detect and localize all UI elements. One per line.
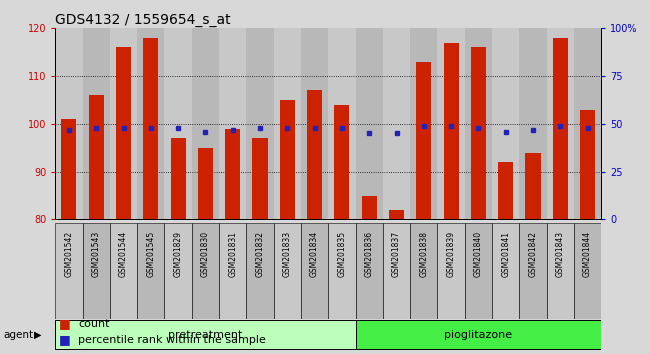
- Text: GSM201543: GSM201543: [92, 231, 101, 277]
- Bar: [307, 91, 322, 219]
- Text: GSM201837: GSM201837: [392, 231, 401, 277]
- Bar: [61, 119, 77, 219]
- Bar: [356, 28, 383, 219]
- Bar: [574, 28, 601, 219]
- Bar: [465, 28, 492, 219]
- Bar: [143, 38, 159, 219]
- Bar: [83, 28, 110, 219]
- Bar: [55, 223, 83, 319]
- Bar: [492, 28, 519, 219]
- Bar: [334, 105, 350, 219]
- Bar: [137, 28, 164, 219]
- Text: GSM201835: GSM201835: [337, 231, 346, 277]
- Bar: [383, 28, 410, 219]
- Text: pioglitazone: pioglitazone: [445, 330, 512, 339]
- Text: GSM201832: GSM201832: [255, 231, 265, 277]
- Text: GSM201544: GSM201544: [119, 231, 128, 277]
- Bar: [110, 223, 137, 319]
- Bar: [198, 148, 213, 219]
- Bar: [492, 223, 519, 319]
- Bar: [170, 138, 186, 219]
- Bar: [83, 223, 110, 319]
- Text: GSM201834: GSM201834: [310, 231, 319, 277]
- Bar: [574, 223, 601, 319]
- Bar: [88, 95, 104, 219]
- Bar: [137, 223, 164, 319]
- Text: count: count: [78, 319, 109, 329]
- Bar: [389, 210, 404, 219]
- Text: GDS4132 / 1559654_s_at: GDS4132 / 1559654_s_at: [55, 13, 231, 27]
- Bar: [246, 223, 274, 319]
- Text: ■: ■: [58, 318, 70, 330]
- Text: GSM201841: GSM201841: [501, 231, 510, 277]
- Bar: [552, 38, 568, 219]
- Bar: [225, 129, 240, 219]
- Bar: [328, 28, 356, 219]
- Bar: [383, 223, 410, 319]
- Bar: [356, 320, 601, 349]
- Bar: [116, 47, 131, 219]
- Bar: [192, 28, 219, 219]
- Bar: [580, 110, 595, 219]
- Bar: [437, 223, 465, 319]
- Bar: [465, 223, 492, 319]
- Bar: [498, 162, 514, 219]
- Bar: [471, 47, 486, 219]
- Bar: [301, 28, 328, 219]
- Text: pretreatment: pretreatment: [168, 330, 242, 339]
- Text: GSM201831: GSM201831: [228, 231, 237, 277]
- Bar: [55, 28, 83, 219]
- Bar: [219, 223, 246, 319]
- Bar: [274, 28, 301, 219]
- Bar: [416, 62, 432, 219]
- Bar: [55, 320, 356, 349]
- Bar: [274, 223, 301, 319]
- Bar: [519, 28, 547, 219]
- Text: GSM201842: GSM201842: [528, 231, 538, 277]
- Text: GSM201838: GSM201838: [419, 231, 428, 277]
- Text: agent: agent: [3, 330, 33, 339]
- Text: GSM201542: GSM201542: [64, 231, 73, 277]
- Bar: [301, 223, 328, 319]
- Text: GSM201839: GSM201839: [447, 231, 456, 277]
- Bar: [547, 28, 574, 219]
- Text: GSM201836: GSM201836: [365, 231, 374, 277]
- Text: GSM201830: GSM201830: [201, 231, 210, 277]
- Text: GSM201829: GSM201829: [174, 231, 183, 277]
- Bar: [437, 28, 465, 219]
- Bar: [164, 28, 192, 219]
- Bar: [547, 223, 574, 319]
- Bar: [280, 100, 295, 219]
- Bar: [410, 223, 437, 319]
- Bar: [192, 223, 219, 319]
- Bar: [519, 223, 547, 319]
- Text: ■: ■: [58, 333, 70, 346]
- Text: GSM201844: GSM201844: [583, 231, 592, 277]
- Text: GSM201833: GSM201833: [283, 231, 292, 277]
- Bar: [356, 223, 383, 319]
- Bar: [410, 28, 437, 219]
- Bar: [164, 223, 192, 319]
- Bar: [443, 42, 459, 219]
- Bar: [219, 28, 246, 219]
- Text: GSM201843: GSM201843: [556, 231, 565, 277]
- Text: GSM201545: GSM201545: [146, 231, 155, 277]
- Bar: [246, 28, 274, 219]
- Bar: [328, 223, 356, 319]
- Bar: [110, 28, 137, 219]
- Bar: [361, 195, 377, 219]
- Bar: [252, 138, 268, 219]
- Bar: [525, 153, 541, 219]
- Text: GSM201840: GSM201840: [474, 231, 483, 277]
- Text: ▶: ▶: [34, 330, 42, 339]
- Text: percentile rank within the sample: percentile rank within the sample: [78, 335, 266, 345]
